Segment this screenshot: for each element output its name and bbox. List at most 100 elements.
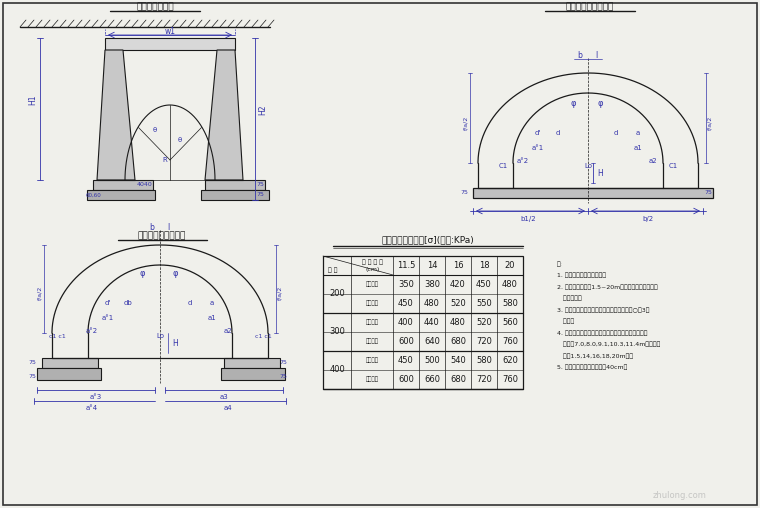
Text: a: a bbox=[636, 130, 640, 136]
Text: d: d bbox=[614, 130, 618, 136]
Text: Lo: Lo bbox=[156, 333, 164, 339]
Text: H: H bbox=[172, 338, 178, 347]
Text: 75: 75 bbox=[28, 361, 36, 365]
Text: 14: 14 bbox=[427, 261, 437, 270]
Bar bbox=[323, 256, 523, 389]
Text: 跨 度: 跨 度 bbox=[328, 267, 337, 273]
Bar bbox=[473, 188, 713, 198]
Text: 3. 地基土置载力允许体系允许（一般情况图○）3中: 3. 地基土置载力允许体系允许（一般情况图○）3中 bbox=[557, 307, 650, 312]
Text: 75: 75 bbox=[704, 190, 712, 196]
Text: a4: a4 bbox=[223, 405, 233, 411]
Text: C1: C1 bbox=[668, 163, 678, 169]
Text: 2. 填盖钢土高度按1.5~20m，未超薄者以及合适式: 2. 填盖钢土高度按1.5~20m，未超薄者以及合适式 bbox=[557, 284, 657, 290]
Text: 选择形式。: 选择形式。 bbox=[557, 296, 581, 301]
Bar bbox=[205, 180, 265, 190]
Text: 400: 400 bbox=[329, 365, 345, 374]
Text: 5. 当地实际应该相邻排水排40cm。: 5. 当地实际应该相邻排水排40cm。 bbox=[557, 365, 627, 370]
Text: 660: 660 bbox=[424, 375, 440, 384]
Text: l: l bbox=[595, 50, 597, 59]
Text: 580: 580 bbox=[502, 299, 518, 308]
Text: a°2: a°2 bbox=[86, 328, 98, 334]
Bar bbox=[201, 190, 269, 200]
Text: 层别1.5,14,16,18,20m）。: 层别1.5,14,16,18,20m）。 bbox=[557, 353, 633, 359]
Bar bbox=[93, 180, 153, 190]
Text: 75: 75 bbox=[28, 373, 36, 378]
Text: 拱涵断面（分离式）: 拱涵断面（分离式） bbox=[138, 232, 186, 240]
Text: 11.5: 11.5 bbox=[397, 261, 415, 270]
Text: f/a/2: f/a/2 bbox=[708, 116, 713, 130]
Text: 整体式涵: 整体式涵 bbox=[366, 358, 378, 363]
Text: 420: 420 bbox=[450, 280, 466, 289]
Text: b: b bbox=[150, 223, 154, 232]
Text: 640: 640 bbox=[424, 337, 440, 346]
Text: a°3: a°3 bbox=[90, 394, 102, 400]
Text: 350: 350 bbox=[398, 280, 414, 289]
Text: 组合为7.0,8.0,9.1,10.3,11.4m，标准垫: 组合为7.0,8.0,9.1,10.3,11.4m，标准垫 bbox=[557, 341, 660, 347]
Text: 680: 680 bbox=[450, 337, 466, 346]
Text: zhulong.com: zhulong.com bbox=[653, 491, 707, 500]
Text: Lo: Lo bbox=[584, 163, 592, 169]
Text: d': d' bbox=[105, 300, 111, 306]
Text: f/a/2: f/a/2 bbox=[37, 286, 43, 300]
Text: 分离式涵: 分离式涵 bbox=[366, 377, 378, 383]
Text: 720: 720 bbox=[476, 375, 492, 384]
Text: φ: φ bbox=[597, 99, 603, 108]
Text: a3: a3 bbox=[220, 394, 228, 400]
Text: w1: w1 bbox=[164, 26, 176, 36]
Text: 断面图（单孔）: 断面图（单孔） bbox=[136, 3, 174, 12]
Text: a: a bbox=[210, 300, 214, 306]
Text: 680: 680 bbox=[450, 375, 466, 384]
Text: f/a/2: f/a/2 bbox=[464, 116, 468, 130]
Text: (cm): (cm) bbox=[366, 267, 380, 271]
Text: 440: 440 bbox=[424, 318, 440, 327]
Text: 600: 600 bbox=[398, 375, 414, 384]
Text: C1: C1 bbox=[499, 163, 508, 169]
Text: d: d bbox=[556, 130, 560, 136]
Text: R: R bbox=[163, 157, 167, 163]
Text: 20: 20 bbox=[505, 261, 515, 270]
Text: 拱涵断面（整体式）: 拱涵断面（整体式） bbox=[565, 3, 614, 12]
Text: b: b bbox=[578, 50, 582, 59]
Text: 75: 75 bbox=[279, 361, 287, 365]
Text: θ: θ bbox=[178, 137, 182, 143]
Text: 整体式涵: 整体式涵 bbox=[366, 320, 378, 325]
Text: a°1: a°1 bbox=[532, 145, 544, 151]
Text: d: d bbox=[188, 300, 192, 306]
Text: a1: a1 bbox=[634, 145, 642, 151]
Text: 520: 520 bbox=[476, 318, 492, 327]
Text: f/a/2: f/a/2 bbox=[277, 286, 283, 300]
Text: 60,60: 60,60 bbox=[85, 193, 101, 198]
Bar bbox=[87, 190, 155, 200]
Text: b1/2: b1/2 bbox=[520, 216, 536, 222]
Text: 450: 450 bbox=[398, 299, 414, 308]
Text: 填 土 高 度: 填 土 高 度 bbox=[363, 259, 384, 265]
Text: φ: φ bbox=[173, 269, 178, 277]
Text: a2: a2 bbox=[223, 328, 233, 334]
Text: 760: 760 bbox=[502, 337, 518, 346]
Text: 560: 560 bbox=[502, 318, 518, 327]
Text: H1: H1 bbox=[29, 95, 37, 105]
Bar bbox=[105, 38, 235, 50]
Text: 75: 75 bbox=[279, 373, 287, 378]
Text: H2: H2 bbox=[258, 105, 268, 115]
Polygon shape bbox=[205, 50, 243, 180]
Text: d': d' bbox=[535, 130, 541, 136]
Text: 520: 520 bbox=[450, 299, 466, 308]
Text: 400: 400 bbox=[398, 318, 414, 327]
Text: a1: a1 bbox=[207, 315, 217, 321]
Text: 1. 图中尺寸以厘米为单位。: 1. 图中尺寸以厘米为单位。 bbox=[557, 272, 606, 278]
Bar bbox=[221, 368, 285, 380]
Text: 580: 580 bbox=[476, 356, 492, 365]
Text: 整体式涵: 整体式涵 bbox=[366, 282, 378, 288]
Text: 450: 450 bbox=[476, 280, 492, 289]
Text: 300: 300 bbox=[329, 328, 345, 336]
Text: θ: θ bbox=[153, 127, 157, 133]
Text: a°2: a°2 bbox=[517, 158, 529, 164]
Text: 16: 16 bbox=[453, 261, 464, 270]
Text: 480: 480 bbox=[424, 299, 440, 308]
Text: 选取。: 选取。 bbox=[557, 319, 575, 324]
Text: 注:: 注: bbox=[557, 261, 563, 267]
Text: φ: φ bbox=[139, 269, 144, 277]
Text: a°4: a°4 bbox=[86, 405, 98, 411]
Text: 760: 760 bbox=[502, 375, 518, 384]
